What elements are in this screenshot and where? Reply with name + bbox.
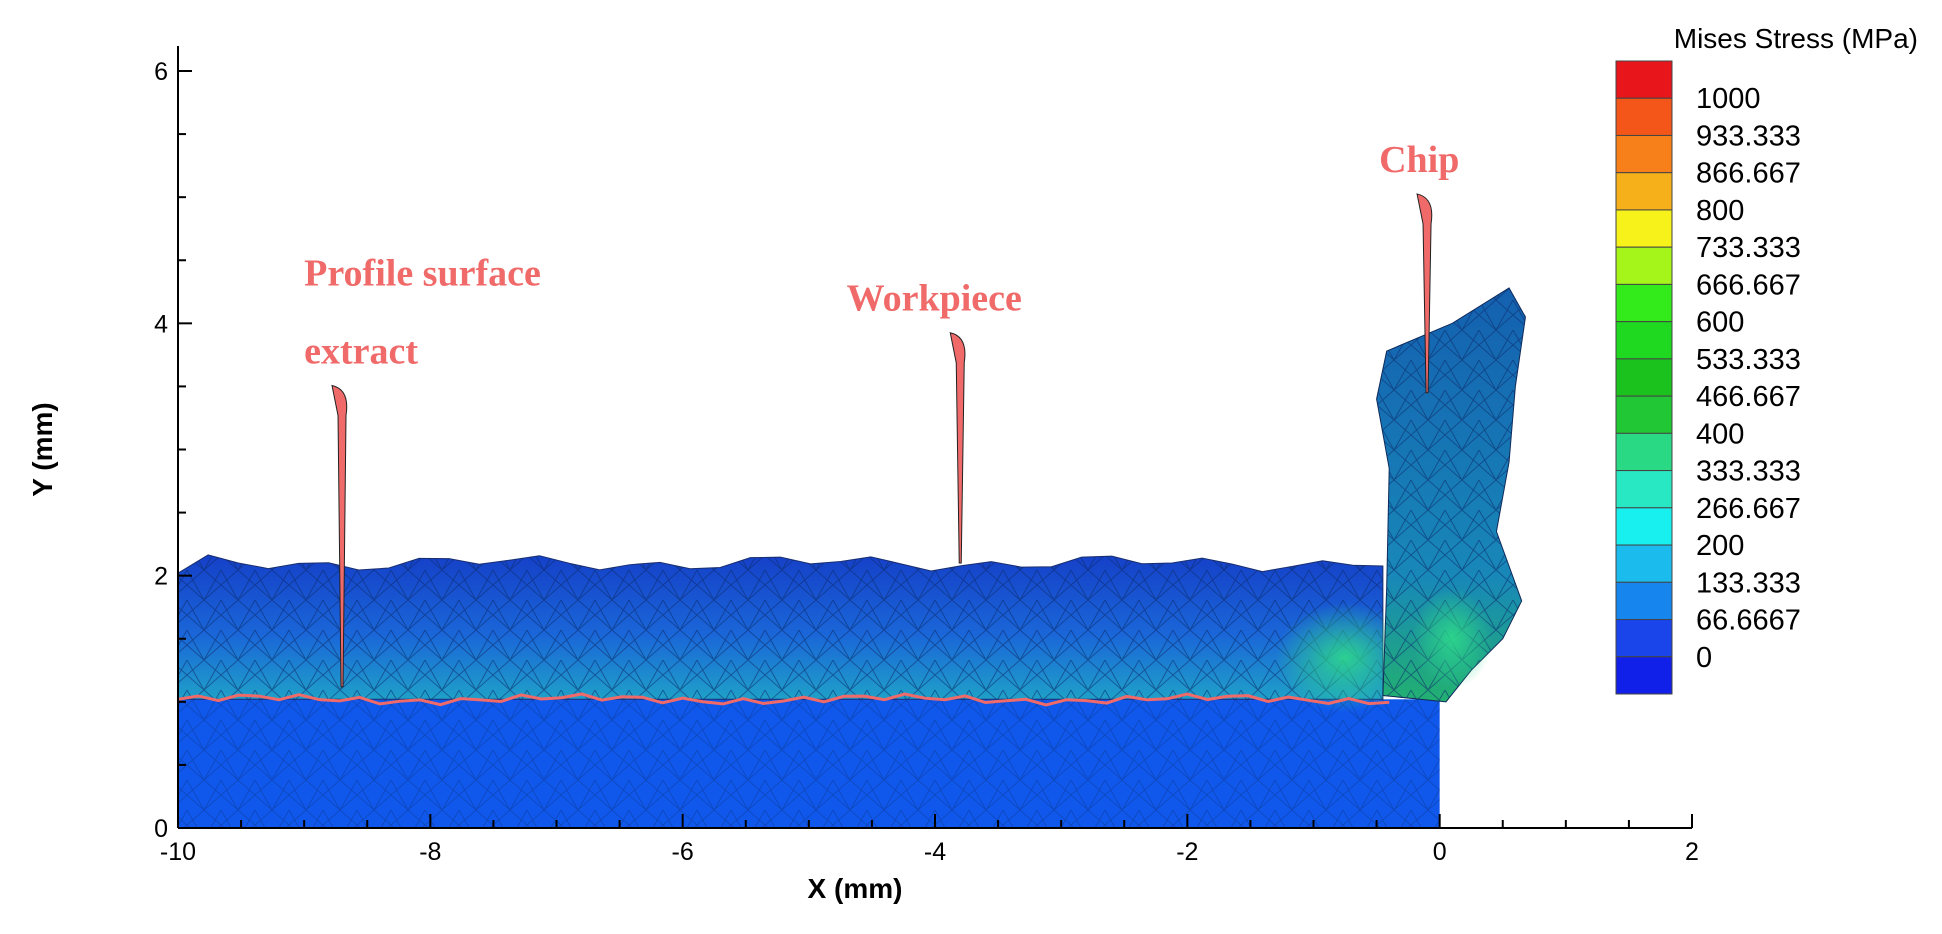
- x-tick-label: 2: [1685, 838, 1699, 866]
- annotation: Chip: [1379, 139, 1459, 394]
- y-axis-label: Y (mm): [27, 402, 58, 496]
- legend-label: 733.333: [1696, 232, 1801, 264]
- annotation-text: Chip: [1379, 139, 1459, 181]
- annotation-pointer: [1416, 193, 1433, 394]
- legend-swatch: [1615, 97, 1673, 136]
- legend-swatch: [1615, 172, 1673, 211]
- x-tick-label: 0: [1433, 838, 1447, 866]
- x-tick-label: -8: [419, 838, 441, 866]
- base-mesh: [178, 699, 1440, 828]
- legend-swatch: [1615, 432, 1673, 472]
- stress-hotspot: [1275, 602, 1416, 713]
- annotation-text: Workpiece: [847, 278, 1022, 320]
- legend-swatch: [1615, 619, 1673, 658]
- annotation: Profile surface extract: [304, 252, 541, 688]
- y-tick-label: 6: [154, 58, 168, 86]
- legend-swatch: [1615, 358, 1673, 397]
- legend-swatch: [1615, 581, 1673, 621]
- legend-swatch: [1615, 395, 1673, 434]
- axes: -10 -8 -6 -4 -2 0 2 0 2 4 6 X (mm) Y (mm): [27, 46, 1699, 904]
- workpiece-mesh: [178, 554, 1383, 700]
- fe-mesh-regions: [177, 287, 1526, 828]
- legend-label: 1000: [1696, 83, 1761, 115]
- legend-label: 133.333: [1696, 567, 1801, 599]
- annotation-text: extract: [304, 330, 418, 372]
- legend-swatch: [1615, 656, 1673, 695]
- legend-swatch: [1615, 283, 1673, 323]
- legend-swatch: [1615, 246, 1673, 285]
- annotation-text: Profile surface: [304, 252, 541, 294]
- y-tick-label: 4: [154, 310, 168, 338]
- legend-swatch: [1615, 507, 1673, 546]
- legend-swatch: [1615, 134, 1673, 174]
- x-tick-label: -6: [672, 838, 694, 866]
- x-tick-label: -10: [160, 838, 196, 866]
- y-tick-label: 2: [154, 563, 168, 591]
- legend-swatch: [1615, 544, 1673, 583]
- legend-swatch: [1615, 209, 1673, 248]
- legend-label: 333.333: [1696, 456, 1801, 488]
- annotation-pointer: [331, 384, 348, 688]
- x-axis-ticks: -10 -8 -6 -4 -2 0 2: [160, 814, 1699, 866]
- legend-swatch: [1615, 470, 1673, 509]
- profile-surface-line: [177, 692, 1390, 707]
- stress-hotspot: [1412, 588, 1493, 689]
- color-legend: Mises Stress (MPa) 1000 933.333 866.667 800…: [1615, 23, 1918, 695]
- x-axis-label: X (mm): [808, 873, 903, 904]
- y-axis-ticks: 0 2 4 6: [154, 58, 192, 843]
- legend-label: 0: [1696, 642, 1712, 674]
- legend-label: 466.667: [1696, 381, 1801, 413]
- chip-mesh: [1376, 288, 1526, 702]
- legend-label: 66.6667: [1696, 605, 1801, 637]
- legend-label: 666.667: [1696, 269, 1801, 301]
- legend-swatch: [1615, 60, 1673, 99]
- x-tick-label: -2: [1176, 838, 1198, 866]
- legend-label: 933.333: [1696, 120, 1801, 152]
- annotations: Profile surface extract Workpiece Chip: [304, 139, 1459, 688]
- legend-label: 400: [1696, 418, 1744, 450]
- legend-label: 866.667: [1696, 158, 1801, 190]
- y-tick-label: 0: [154, 815, 168, 843]
- annotation: Workpiece: [847, 278, 1022, 564]
- annotation-pointer: [949, 332, 966, 564]
- x-tick-label: -4: [924, 838, 946, 866]
- legend-swatch: [1615, 321, 1673, 360]
- legend-label: 266.667: [1696, 493, 1801, 525]
- legend-label: 600: [1696, 307, 1744, 339]
- legend-title: Mises Stress (MPa): [1674, 23, 1918, 54]
- legend-label: 800: [1696, 195, 1744, 227]
- legend-label: 200: [1696, 530, 1744, 562]
- legend-label: 533.333: [1696, 344, 1801, 376]
